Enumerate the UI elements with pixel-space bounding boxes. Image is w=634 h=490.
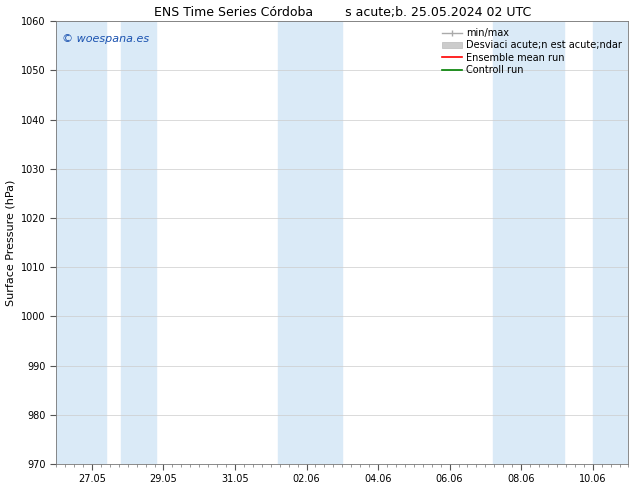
Legend: min/max, Desviaci acute;n est acute;ndar, Ensemble mean run, Controll run: min/max, Desviaci acute;n est acute;ndar… — [441, 26, 624, 77]
Title: ENS Time Series Córdoba        s acute;b. 25.05.2024 02 UTC: ENS Time Series Córdoba s acute;b. 25.05… — [153, 5, 531, 19]
Y-axis label: Surface Pressure (hPa): Surface Pressure (hPa) — [6, 179, 16, 306]
Text: © woespana.es: © woespana.es — [62, 34, 149, 45]
Bar — [120, 21, 157, 464]
Bar — [278, 21, 342, 464]
Bar — [493, 21, 564, 464]
Bar — [56, 21, 107, 464]
Bar — [593, 21, 628, 464]
